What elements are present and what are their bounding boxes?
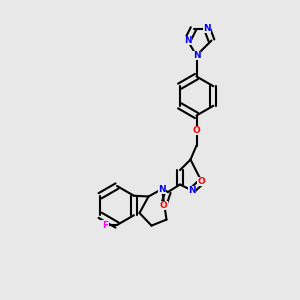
Text: N: N: [184, 36, 191, 45]
Text: N: N: [193, 51, 200, 60]
Text: O: O: [193, 126, 200, 135]
Text: N: N: [158, 184, 166, 194]
Text: N: N: [203, 24, 211, 33]
Text: O: O: [160, 201, 167, 210]
Text: O: O: [198, 177, 206, 186]
Text: F: F: [102, 220, 108, 230]
Text: N: N: [188, 186, 196, 195]
